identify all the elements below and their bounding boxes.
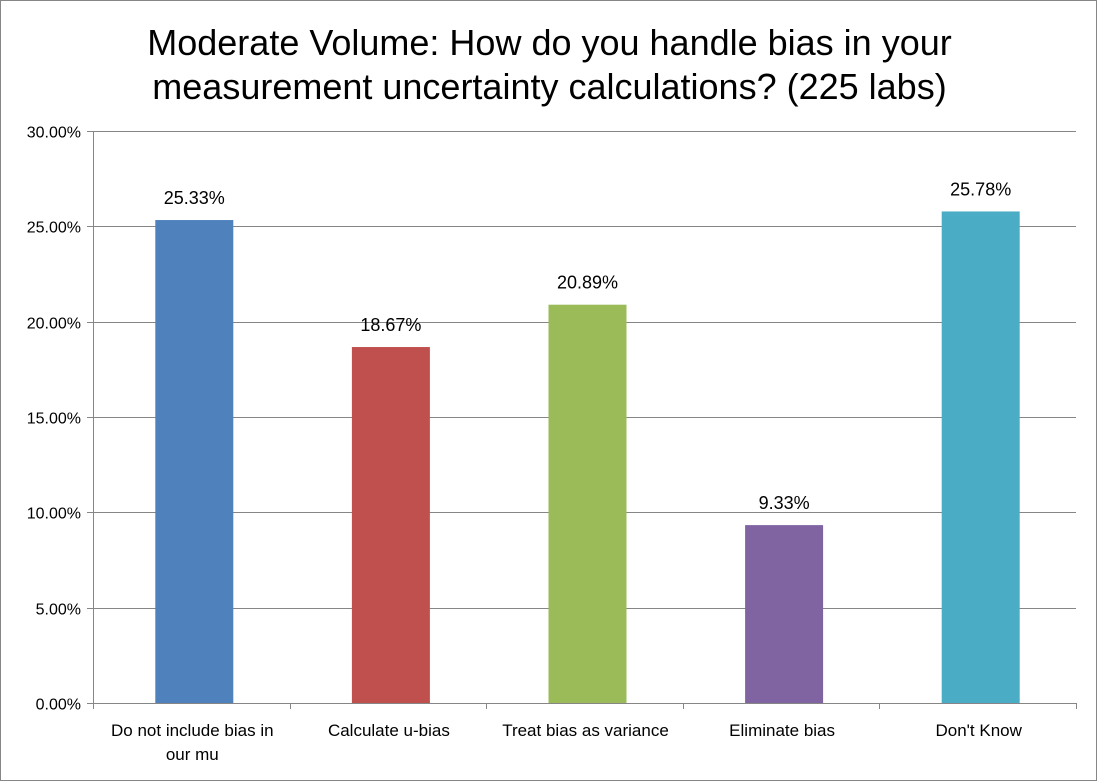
- bar: [351, 347, 430, 703]
- y-tick-label: 30.00%: [27, 125, 81, 142]
- y-tick-label: 0.00%: [36, 697, 81, 714]
- bar: [745, 525, 824, 703]
- x-tick-label: our mu: [166, 745, 219, 764]
- x-tick-label: Don't Know: [935, 721, 1022, 740]
- data-label: 18.67%: [360, 315, 421, 335]
- bar: [941, 211, 1020, 703]
- data-label: 20.89%: [557, 273, 618, 293]
- chart-title-line-1: Moderate Volume: How do you handle bias …: [147, 22, 952, 63]
- y-tick-label: 20.00%: [27, 316, 81, 333]
- bar: [155, 220, 234, 704]
- x-tick-label: Do not include bias in: [111, 721, 274, 740]
- y-tick-label: 15.00%: [27, 411, 81, 428]
- x-tick-label: Calculate u-bias: [328, 721, 450, 740]
- y-tick-label: 25.00%: [27, 220, 81, 237]
- data-label: 25.78%: [950, 179, 1011, 199]
- y-tick-label: 10.00%: [27, 506, 81, 523]
- chart-title: Moderate Volume: How do you handle bias …: [1, 21, 1097, 109]
- x-tick-label: Treat bias as variance: [502, 721, 669, 740]
- y-tick-label: 5.00%: [36, 602, 81, 619]
- bar: [548, 304, 627, 703]
- chart-title-line-2: measurement uncertainty calculations? (2…: [152, 66, 947, 107]
- data-label: 9.33%: [759, 493, 810, 513]
- data-label: 25.33%: [164, 188, 225, 208]
- x-tick-label: Eliminate bias: [729, 721, 835, 740]
